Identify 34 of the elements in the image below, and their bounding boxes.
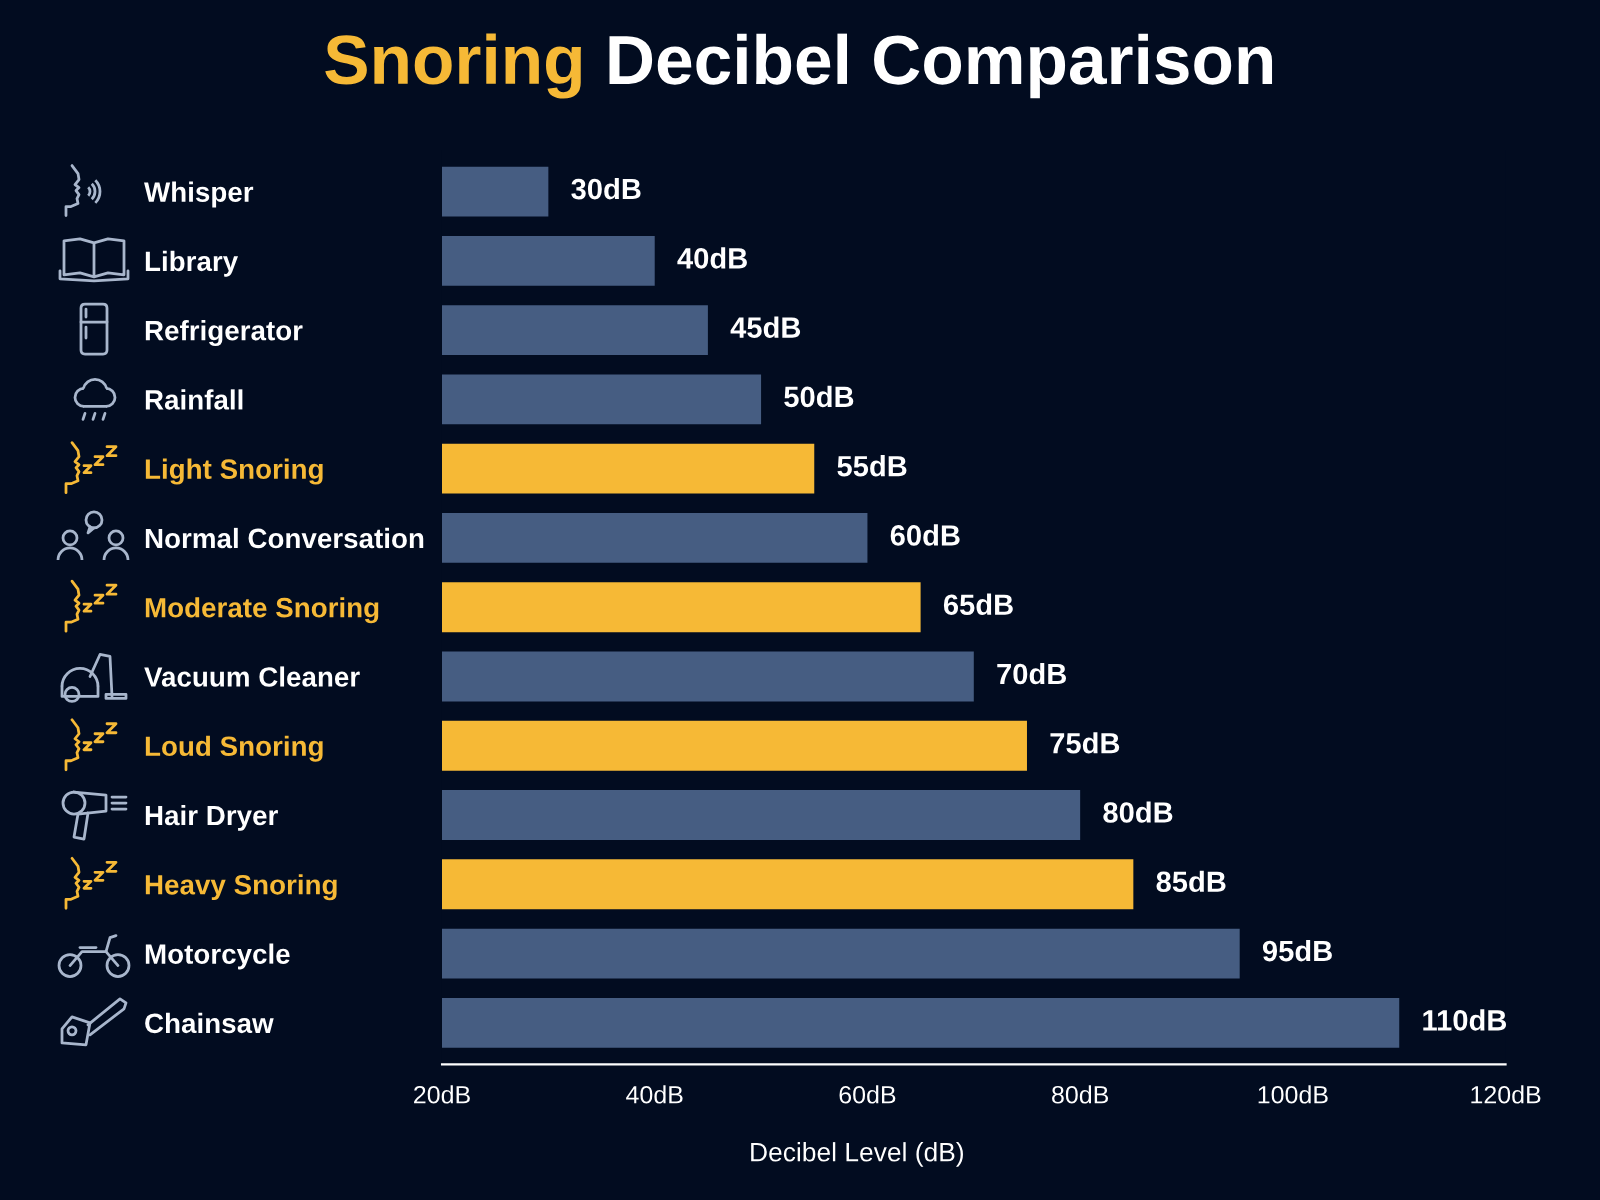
data-label: 75dB [1050, 732, 1120, 754]
data-label: 55dB [837, 455, 907, 477]
y-tick-label: Motorcycle [145, 943, 290, 970]
y-tick-label: Normal Conversation [145, 527, 424, 549]
y-tick-label: Refrigerator [145, 320, 303, 347]
x-tick-label: 120dB [1471, 1085, 1541, 1104]
data-label: 40dB [677, 247, 747, 269]
chart-title: Snoring Decibel Comparison [325, 33, 1273, 99]
y-tick-label: Chainsaw [145, 1012, 274, 1034]
x-tick-label: 80dB [1052, 1085, 1109, 1104]
y-tick-label: Rainfall [145, 389, 243, 410]
data-label: 85dB [1156, 870, 1226, 893]
x-tick-label: 20dB [414, 1085, 470, 1104]
data-label: 70dB [997, 662, 1067, 685]
y-tick-label: Heavy Snoring [145, 874, 337, 901]
data-label: 50dB [784, 385, 854, 408]
data-label: 65dB [943, 593, 1013, 616]
data-label: 30dB [571, 177, 641, 200]
data-label: 110dB [1423, 1009, 1507, 1031]
y-tick-label: Light Snoring [145, 458, 323, 485]
y-tick-label: Hair Dryer [145, 804, 278, 831]
data-label: 80dB [1103, 801, 1173, 823]
x-tick-label: 60dB [839, 1085, 896, 1104]
data-label: 60dB [890, 524, 960, 546]
data-label: 45dB [730, 316, 801, 338]
x-tick-label: 100dB [1258, 1085, 1328, 1104]
y-tick-label: Vacuum Cleaner [144, 666, 360, 687]
y-tick-label: Library [145, 250, 239, 277]
data-label: 95dB [1262, 939, 1332, 962]
y-tick-label: Whisper [144, 181, 254, 208]
y-tick-label: Loud Snoring [145, 735, 323, 762]
x-tick-label: 40dB [626, 1085, 683, 1104]
y-tick-label: Moderate Snoring [145, 597, 379, 624]
x-axis-title: Decibel Level (dB) [751, 1142, 963, 1167]
